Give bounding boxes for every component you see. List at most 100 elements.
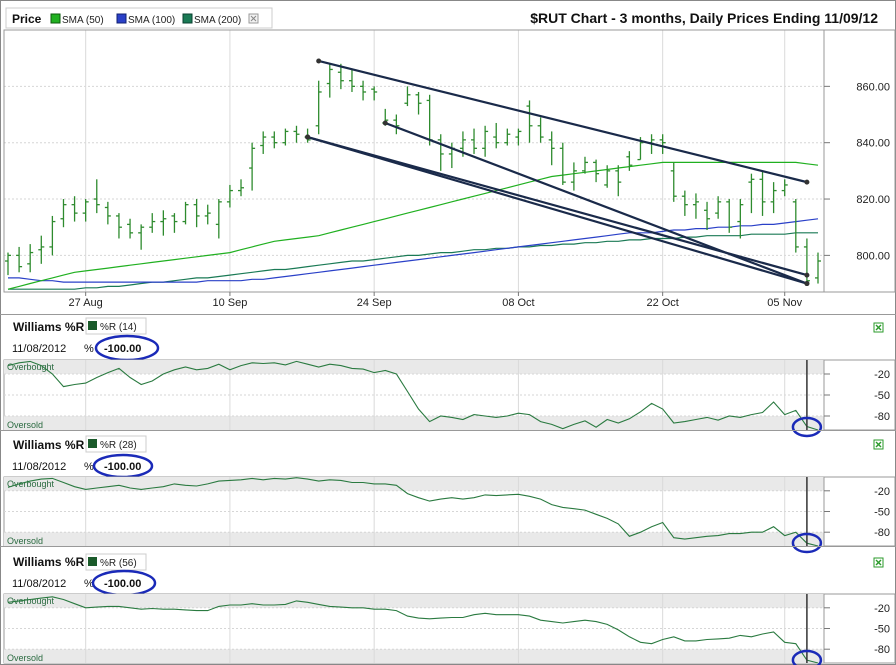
price-y-tick-label: 820.00 — [856, 194, 890, 206]
williams-56-percent: % — [84, 578, 94, 590]
price-gridlines — [4, 30, 824, 292]
williams-56-readout: -100.00 — [104, 578, 141, 590]
williams-28-legend: %R (28) — [100, 440, 137, 451]
price-y-tick-label: 860.00 — [856, 81, 890, 93]
ohlc-bar — [171, 213, 178, 233]
ohlc-bar — [515, 128, 522, 146]
williams-56-title: Williams %R — [13, 555, 85, 569]
wr56-swatch-icon — [88, 557, 97, 566]
williams-line — [7, 596, 819, 664]
overbought-zone — [4, 594, 824, 608]
ohlc-bar — [815, 252, 821, 284]
trendline-endpoint — [382, 120, 388, 126]
williams-axis-area — [823, 593, 896, 664]
ohlc-bar — [138, 224, 145, 250]
wr14-legend-box — [85, 317, 147, 335]
price-y-tick-label: 800.00 — [856, 250, 890, 262]
williams-y-tick-label: -80 — [874, 411, 890, 423]
ohlc-bar — [659, 134, 666, 154]
ohlc-bar — [60, 199, 67, 228]
wr14-swatch-icon — [88, 321, 97, 330]
williams-y-tick-label: -80 — [874, 527, 890, 539]
williams-56-plot: Overbought Oversold -20 -50 -80 — [3, 593, 896, 665]
ohlc-bar — [282, 128, 289, 146]
ohlc-bar — [127, 218, 134, 239]
ohlc-bar — [293, 125, 300, 143]
ohlc-bar — [149, 213, 156, 233]
ohlc-bar — [104, 201, 111, 225]
ohlc-bar — [471, 128, 478, 154]
legend-close-icon[interactable] — [248, 13, 259, 24]
williams-28-panel: Williams %R %R (28) 11/08/2012 % -100.00… — [0, 430, 896, 554]
panel-close-icon[interactable] — [873, 439, 884, 450]
ohlc-bar — [548, 131, 555, 166]
williams-14-percent: % — [84, 343, 94, 355]
ohlc-bar — [49, 215, 56, 256]
oversold-highlight-circle — [791, 416, 823, 438]
overbought-zone — [4, 360, 824, 374]
price-x-tick-label: 24 Sep — [357, 297, 392, 309]
price-x-tick-label: 27 Aug — [69, 297, 103, 309]
sma50-swatch-icon — [50, 13, 61, 24]
overbought-label: Overbought — [7, 479, 55, 489]
sma100-line — [8, 218, 819, 283]
ohlc-bar — [715, 196, 722, 219]
williams-14-title: Williams %R — [13, 320, 85, 334]
price-x-tick-label: 08 Oct — [502, 297, 534, 309]
legend-sma100: SMA (100) — [128, 15, 175, 26]
williams-14-panel: Williams %R %R (14) 11/08/2012 % -100.00… — [0, 314, 896, 438]
price-x-ticks: 27 Aug 10 Sep 24 Sep 08 Oct 22 Oct 05 Nov — [69, 292, 803, 309]
chart-title: $RUT Chart - 3 months, Daily Prices Endi… — [530, 10, 878, 26]
ohlc-bar — [504, 128, 511, 146]
price-x-tick-label: 10 Sep — [212, 297, 247, 309]
trendline-endpoint — [804, 179, 810, 185]
legend-box — [5, 7, 273, 29]
ohlc-bar — [748, 173, 755, 214]
wr28-legend-box — [85, 435, 147, 453]
williams-28-date: 11/08/2012 — [12, 461, 66, 473]
sma100-swatch-icon — [116, 13, 127, 24]
ohlc-bar — [360, 80, 367, 101]
williams-y-tick-label: -20 — [874, 603, 890, 615]
williams-28-plot: Overbought Oversold -20 -50 -80 — [3, 476, 896, 554]
ohlc-bar — [737, 199, 744, 239]
williams-14-readout: -100.00 — [104, 343, 141, 355]
price-x-tick-label: 05 Nov — [767, 297, 802, 309]
wr28-swatch-icon — [88, 439, 97, 448]
legend-sma50: SMA (50) — [62, 15, 104, 26]
ohlc-bar — [537, 117, 544, 143]
ohlc-bar — [249, 142, 256, 191]
williams-line — [7, 477, 819, 547]
wr56-legend-box — [85, 553, 147, 571]
panel-close-icon[interactable] — [873, 322, 884, 333]
ohlc-bar — [593, 159, 600, 183]
trendline-endpoint — [316, 58, 322, 64]
oversold-zone — [4, 649, 824, 663]
ohlc-bar — [348, 69, 355, 92]
ohlc-bar — [415, 91, 422, 115]
williams-line — [7, 360, 819, 431]
ohlc-bar — [581, 156, 588, 174]
oversold-zone — [4, 532, 824, 546]
oversold-highlight-circle — [791, 532, 823, 554]
williams-56-panel: Williams %R %R (56) 11/08/2012 % -100.00… — [0, 546, 896, 665]
ohlc-bar — [160, 210, 167, 236]
price-y-ticks: 800.00 820.00 840.00 860.00 — [824, 81, 890, 262]
trendline — [318, 59, 808, 184]
ohlc-bar — [559, 142, 566, 185]
ohlc-bar — [393, 114, 400, 135]
overbought-label: Overbought — [7, 596, 55, 606]
ohlc-bar — [781, 179, 788, 197]
ohlc-bar — [226, 184, 233, 208]
ohlc-bar — [215, 199, 222, 239]
ohlc-bar — [371, 86, 378, 101]
ohlc-bar — [759, 170, 766, 216]
trendlines — [305, 58, 810, 287]
ohlc-bar — [16, 246, 23, 273]
panel-close-icon[interactable] — [873, 557, 884, 568]
williams-14-legend: %R (14) — [100, 322, 137, 333]
ohlc-bar — [792, 199, 799, 253]
ohlc-bar — [704, 201, 711, 231]
williams-y-tick-label: -20 — [874, 369, 890, 381]
